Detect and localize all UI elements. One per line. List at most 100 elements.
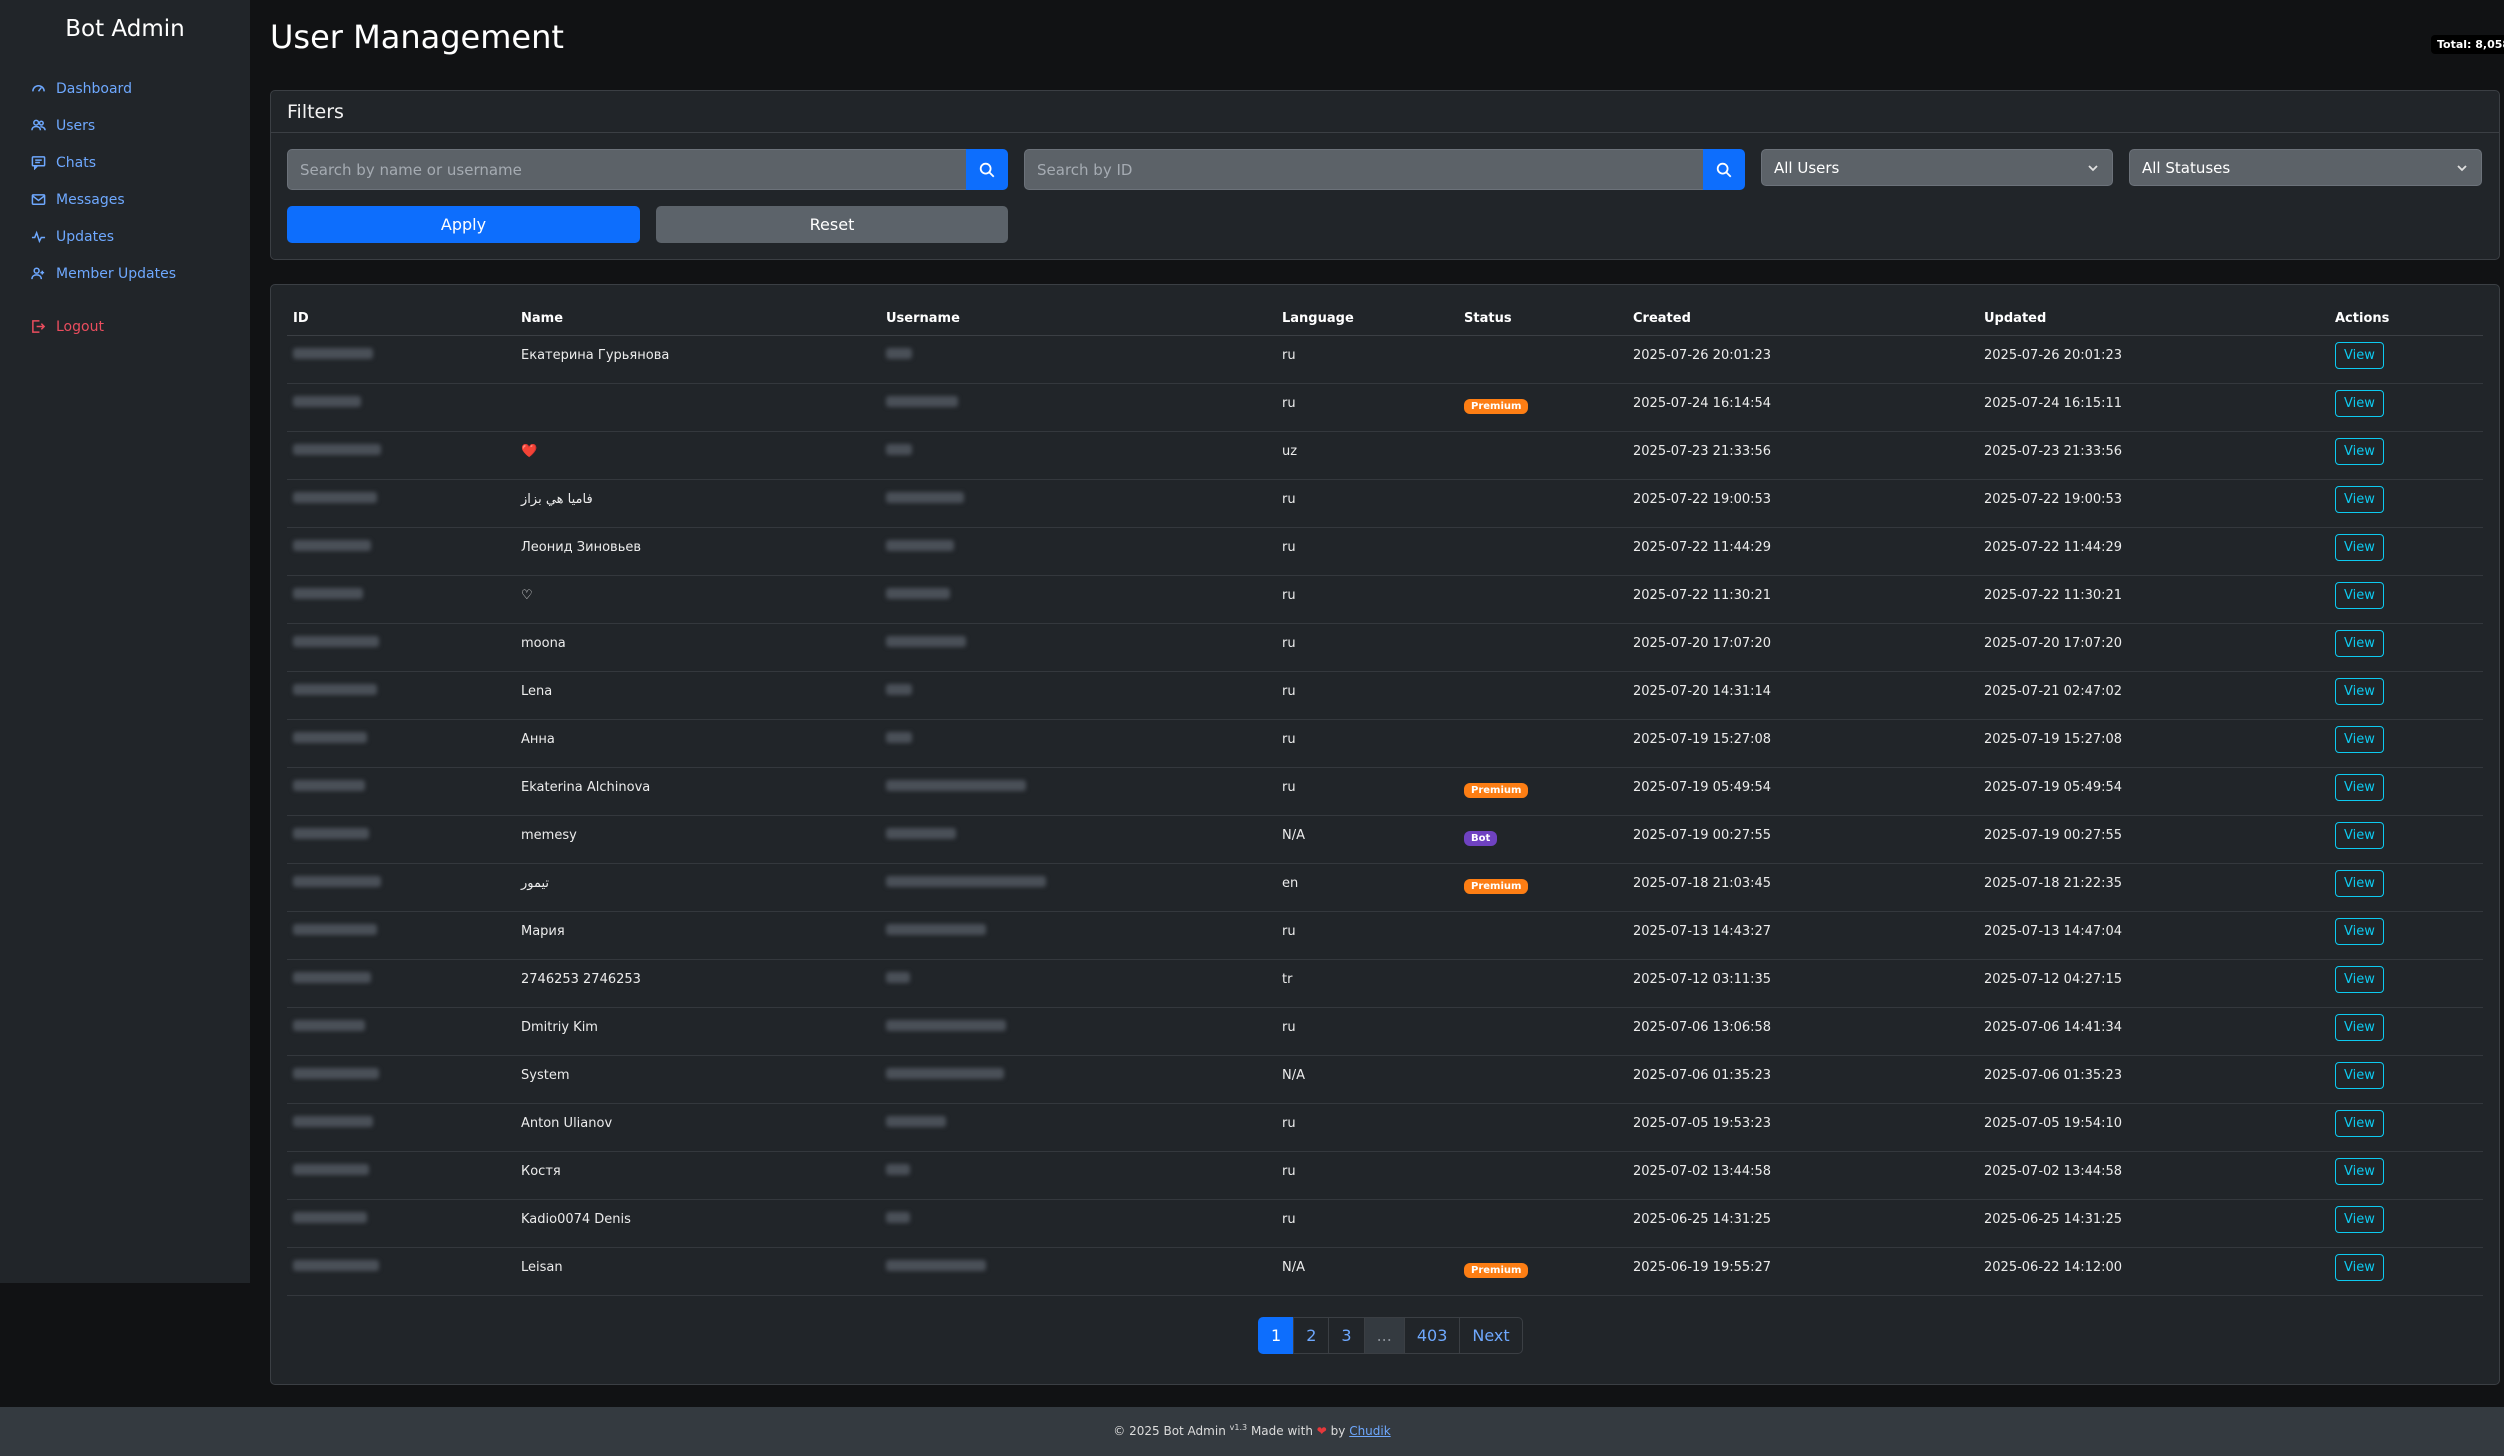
sidebar-item-label: Chats [56,154,97,171]
cell-language: ru [1276,623,1458,672]
reset-button[interactable]: Reset [656,206,1008,243]
page-1-link[interactable]: 1 [1258,1317,1295,1354]
redacted-username [886,971,910,983]
user-type-select[interactable]: All Users [1761,149,2113,186]
cell-language: N/A [1276,815,1458,864]
cell-actions: View [2329,1247,2483,1296]
status-badge: Premium [1464,1262,1529,1278]
cell-language: ru [1276,1103,1458,1152]
view-button[interactable]: View [2335,821,2384,849]
cell-language: ru [1276,719,1458,768]
view-button[interactable]: View [2335,437,2384,465]
users-table-card: ID Name Username Language Status Created… [270,284,2500,1385]
sidebar-item-logout[interactable]: Logout [31,308,250,345]
view-button[interactable]: View [2335,1109,2384,1137]
view-button[interactable]: View [2335,581,2384,609]
cell-id [287,431,515,480]
apply-button[interactable]: Apply [287,206,640,243]
page-2-link[interactable]: 2 [1293,1317,1330,1354]
redacted-id [293,1115,373,1127]
view-button[interactable]: View [2335,869,2384,897]
sidebar-item-dashboard[interactable]: Dashboard [31,70,250,107]
table-row: 2746253 2746253 tr 2025-07-12 03:11:35 2025… [287,959,2483,1008]
cell-updated: 2025-07-06 14:41:34 [1978,1007,2329,1056]
cell-created: 2025-07-22 11:44:29 [1627,527,1978,576]
sidebar-item-users[interactable]: Users [31,107,250,144]
cell-created: 2025-07-19 05:49:54 [1627,767,1978,816]
sidebar-nav: Dashboard Users Chats Messages Updates M… [0,70,250,345]
table-row: Екатерина Гурьянова ru 2025-07-26 20:01:23… [287,335,2483,384]
view-button[interactable]: View [2335,917,2384,945]
cell-status [1458,959,1627,1008]
activity-icon [31,230,46,244]
cell-language: uz [1276,431,1458,480]
column-header-actions: Actions [2329,303,2483,336]
redacted-username [886,731,912,743]
cell-created: 2025-07-23 21:33:56 [1627,431,1978,480]
column-header-id: ID [287,303,515,336]
redacted-username [886,875,1046,887]
view-button[interactable]: View [2335,341,2384,369]
cell-username [880,719,1276,768]
name-search-button[interactable] [966,149,1008,190]
cell-language: ru [1276,575,1458,624]
view-button[interactable]: View [2335,1157,2384,1185]
redacted-id [293,875,381,887]
cell-updated: 2025-06-25 14:31:25 [1978,1199,2329,1248]
page-last-link[interactable]: 403 [1403,1317,1461,1354]
cell-status [1458,671,1627,720]
view-button[interactable]: View [2335,533,2384,561]
sidebar-item-messages[interactable]: Messages [31,181,250,218]
status-badge: Premium [1464,782,1529,798]
sidebar-item-label: Dashboard [56,80,132,97]
cell-created: 2025-07-20 17:07:20 [1627,623,1978,672]
cell-created: 2025-07-12 03:11:35 [1627,959,1978,1008]
cell-name: Dmitriy Kim [515,1007,880,1056]
chevron-down-icon [2088,164,2098,171]
cell-language: N/A [1276,1055,1458,1104]
cell-username [880,767,1276,816]
view-button[interactable]: View [2335,1061,2384,1089]
users-table: ID Name Username Language Status Created… [287,303,2483,1296]
cell-language: ru [1276,1007,1458,1056]
sidebar-item-chats[interactable]: Chats [31,144,250,181]
cell-name: Leisan [515,1247,880,1296]
footer-author-link[interactable]: Chudik [1349,1424,1391,1438]
page-3-link[interactable]: 3 [1328,1317,1365,1354]
view-button[interactable]: View [2335,965,2384,993]
table-row: Анна ru 2025-07-19 15:27:08 2025-07-19 15:2… [287,719,2483,768]
status-select[interactable]: All Statuses [2129,149,2482,186]
id-search-button[interactable] [1703,149,1745,190]
cell-actions: View [2329,767,2483,816]
redacted-id [293,539,371,551]
view-button[interactable]: View [2335,485,2384,513]
nav-spacer [31,292,250,308]
view-button[interactable]: View [2335,725,2384,753]
view-button[interactable]: View [2335,773,2384,801]
view-button[interactable]: View [2335,1205,2384,1233]
view-button[interactable]: View [2335,629,2384,657]
cell-id [287,911,515,960]
redacted-username [886,491,964,503]
table-row: تيمور en Premium 2025-07-18 21:03:45 2025-07… [287,863,2483,912]
cell-username [880,1199,1276,1248]
view-button[interactable]: View [2335,677,2384,705]
column-header-updated: Updated [1978,303,2329,336]
view-button[interactable]: View [2335,389,2384,417]
view-button[interactable]: View [2335,1253,2384,1281]
cell-language: ru [1276,383,1458,432]
name-search-input[interactable] [287,149,966,190]
cell-actions: View [2329,431,2483,480]
page-title: User Management [270,18,564,56]
cell-language: ru [1276,335,1458,384]
redacted-id [293,443,381,455]
table-row: Leisan N/A Premium 2025-06-19 19:55:27 2025-… [287,1247,2483,1296]
cell-language: ru [1276,1199,1458,1248]
sidebar-item-updates[interactable]: Updates [31,218,250,255]
redacted-id [293,779,365,791]
view-button[interactable]: View [2335,1013,2384,1041]
sidebar-item-member-updates[interactable]: Member Updates [31,255,250,292]
id-search-input[interactable] [1024,149,1703,190]
cell-language: tr [1276,959,1458,1008]
next-page-link[interactable]: Next [1459,1317,1523,1354]
